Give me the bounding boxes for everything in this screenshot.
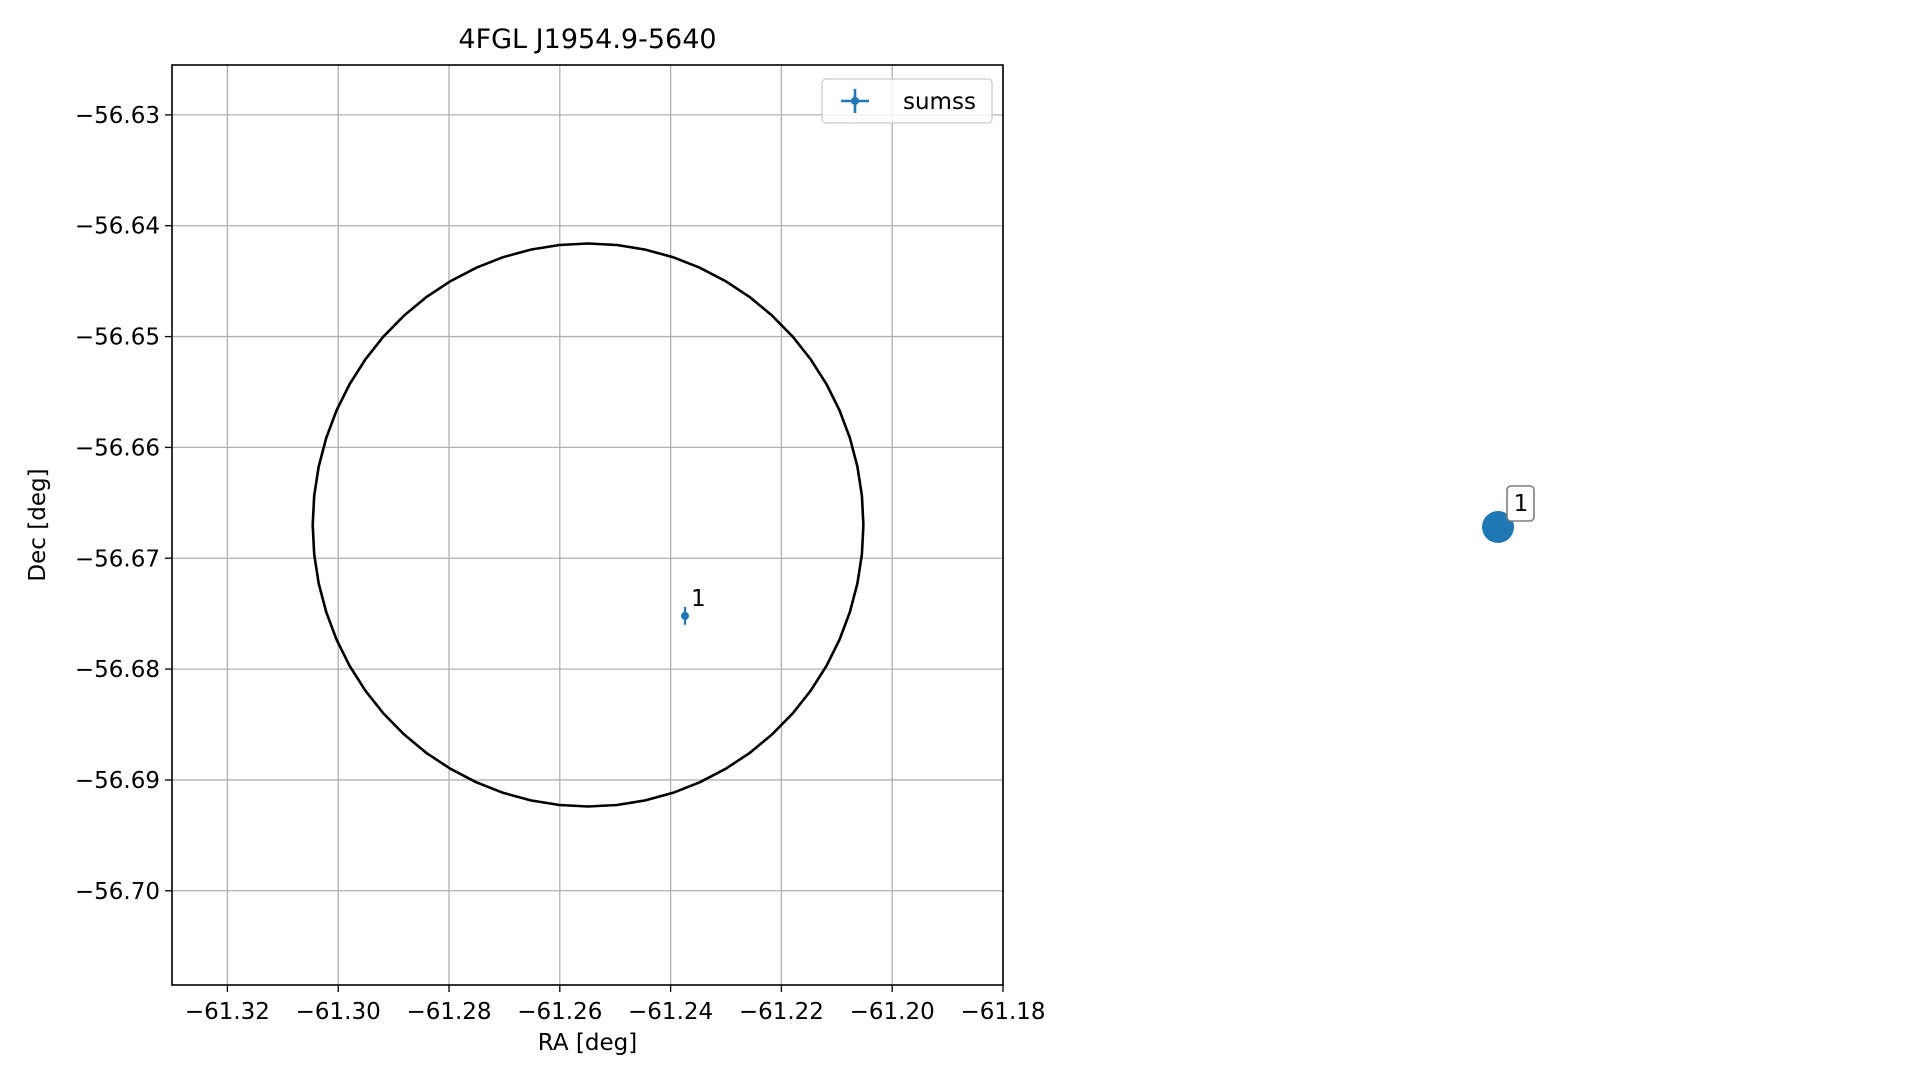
x-tick-label: −61.26 — [517, 999, 602, 1025]
legend-marker-sumss — [841, 89, 869, 113]
plot-area-frame — [171, 64, 1004, 986]
x-tick-label: −61.30 — [296, 999, 381, 1025]
source-dot-1 — [1482, 511, 1514, 543]
x-tick-label: −61.24 — [628, 999, 713, 1025]
source-label-1: 1 — [1514, 491, 1529, 517]
data-points: 1 — [681, 586, 706, 625]
legend-marker-dot — [851, 97, 859, 105]
y-tick-label: −56.63 — [75, 103, 160, 129]
y-tick-label: −56.65 — [75, 325, 160, 351]
source-map-panel: 1 — [1482, 485, 1535, 543]
legend-box — [821, 78, 993, 124]
localization-ellipse-group — [311, 242, 865, 808]
x-tick-label: −61.18 — [960, 999, 1045, 1025]
y-tick-label: −56.68 — [75, 657, 160, 683]
y-axis-title: Dec [deg] — [25, 468, 51, 581]
x-tick-label: −61.20 — [850, 999, 935, 1025]
x-tick-label: −61.22 — [739, 999, 824, 1025]
x-tick-label: −61.32 — [185, 999, 270, 1025]
axis-ticks: −61.32 −61.30 −61.28 −61.26 −61.24 −61.22 −61.… — [75, 103, 1046, 1025]
y-tick-label: −56.69 — [75, 768, 160, 794]
x-axis-title: RA [deg] — [538, 1030, 637, 1056]
source-label-box-1 — [1506, 485, 1535, 522]
chart-title: 4FGL J1954.9-5640 — [458, 24, 716, 55]
y-tick-label: −56.67 — [75, 546, 160, 572]
localization-ellipse — [311, 242, 865, 808]
x-tick-label: −61.28 — [406, 999, 491, 1025]
legend: sumss — [821, 78, 993, 124]
legend-label-sumss: sumss — [903, 89, 976, 115]
y-tick-label: −56.66 — [75, 435, 160, 461]
y-tick-label: −56.64 — [75, 214, 160, 240]
y-tick-label: −56.70 — [75, 879, 160, 905]
data-point — [681, 611, 690, 620]
grid-lines — [172, 65, 1004, 985]
data-point-label: 1 — [691, 586, 706, 612]
